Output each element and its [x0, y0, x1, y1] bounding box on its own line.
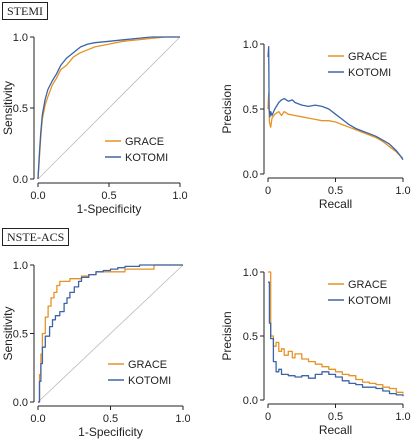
- series-line-kotomi: [267, 45, 404, 161]
- legend-label-kotomi: KOTOMI: [348, 67, 391, 79]
- section-label-nste-acs: NSTE-ACS: [2, 228, 70, 246]
- y-tick-label: 0.5: [13, 329, 28, 341]
- x-tick-label: 1.0: [175, 413, 190, 425]
- y-axis-label: Precision: [220, 84, 234, 133]
- y-tick-label: 0.0: [13, 174, 28, 186]
- series-line-grace: [38, 264, 183, 403]
- y-tick-label: 1.0: [13, 260, 28, 272]
- reference-diagonal: [37, 264, 184, 403]
- series-line-grace: [267, 92, 404, 159]
- y-tick-label: 0.0: [243, 169, 258, 181]
- x-axis-label: 1-Specificity: [78, 425, 143, 439]
- series-line-kotomi: [38, 264, 183, 403]
- x-tick-label: 1.0: [172, 190, 187, 202]
- legend-label-kotomi: KOTOMI: [348, 295, 391, 307]
- x-tick-label: 0: [265, 185, 271, 197]
- legend-label-grace: GRACE: [348, 279, 387, 291]
- x-tick-label: 0.5: [101, 190, 116, 202]
- chart-nste-pr: 0.0 0.5 1.0 0 0.5 1.0 Recall Precision GRACE KOTO…: [220, 267, 411, 437]
- y-tick-label: 0.5: [243, 331, 258, 343]
- chart-stemi-pr: 0.0 0.5 1.0 0 0.5 1.0 Recall Precision GRACE KOTO…: [220, 39, 411, 211]
- x-tick-label: 0: [265, 411, 271, 423]
- y-tick-label: 0.0: [243, 395, 258, 407]
- y-tick-label: 1.0: [243, 39, 258, 51]
- chart-stemi-roc: 0.0 0.5 1.0 0.0 0.5 1.0 1-Specificity Sensitivi…: [1, 32, 188, 216]
- x-tick-label: 0.0: [30, 190, 45, 202]
- reference-diagonal: [37, 36, 181, 180]
- x-tick-label: 0.0: [30, 413, 45, 425]
- x-tick-label: 0.5: [328, 411, 343, 423]
- legend-label-grace: GRACE: [348, 51, 387, 63]
- legend-label-kotomi: KOTOMI: [128, 375, 171, 387]
- y-tick-label: 0.5: [243, 104, 258, 116]
- series-line-grace: [268, 271, 404, 394]
- legend-label-grace: GRACE: [128, 359, 167, 371]
- x-tick-label: 0.5: [328, 185, 343, 197]
- chart-nste-roc: 0.0 0.5 1.0 0.0 0.5 1.0 1-Specificity Sensitivi…: [1, 260, 190, 439]
- x-tick-label: 0.5: [103, 413, 118, 425]
- x-axis-label: 1-Specificity: [77, 202, 142, 216]
- x-tick-label: 1.0: [395, 185, 410, 197]
- y-tick-label: 1.0: [13, 32, 28, 44]
- y-axis-label: Precision: [220, 311, 234, 360]
- section-label-stemi: STEMI: [2, 2, 48, 20]
- y-tick-label: 0.5: [13, 103, 28, 115]
- x-axis-label: Recall: [319, 423, 352, 437]
- series-line-kotomi: [268, 281, 404, 397]
- x-axis-label: Recall: [319, 197, 352, 211]
- y-tick-label: 0.0: [13, 397, 28, 409]
- y-axis-label: Sensitivity: [1, 306, 15, 360]
- legend-label-kotomi: KOTOMI: [125, 152, 168, 164]
- y-axis-label: Sensitivity: [1, 81, 15, 135]
- y-tick-label: 1.0: [243, 267, 258, 279]
- legend-label-grace: GRACE: [125, 136, 164, 148]
- series-line-kotomi: [37, 36, 180, 180]
- x-tick-label: 1.0: [395, 411, 410, 423]
